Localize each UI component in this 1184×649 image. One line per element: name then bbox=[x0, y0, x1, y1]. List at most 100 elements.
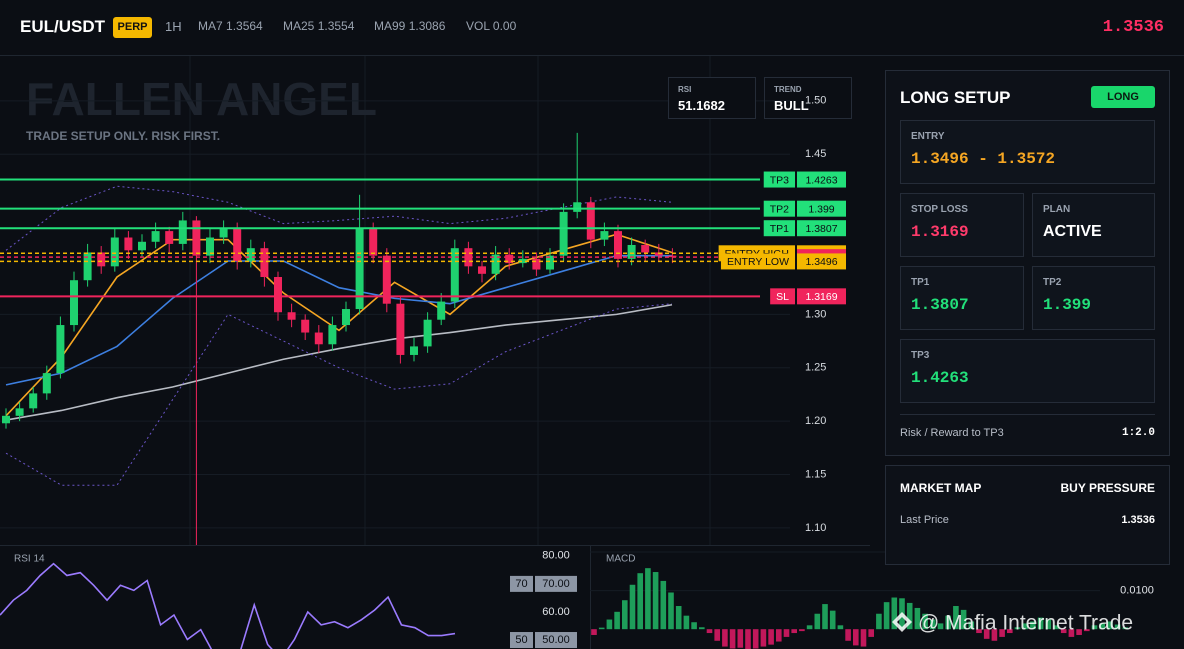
panel-title: LONG SETUP bbox=[900, 88, 1011, 107]
macd-bar bbox=[637, 573, 643, 630]
level-label: TP3 bbox=[770, 174, 789, 186]
macd-bar bbox=[675, 606, 682, 630]
card-value: 1.4263 bbox=[911, 369, 969, 387]
level-label: TP1 bbox=[770, 223, 789, 235]
candle-body bbox=[151, 231, 160, 242]
candle-body bbox=[287, 312, 296, 320]
macd-bar bbox=[853, 629, 859, 646]
stat-value: BULL bbox=[774, 98, 809, 113]
macd-bar bbox=[752, 629, 759, 649]
ma-name: MA7 bbox=[198, 19, 223, 33]
time-grid bbox=[189, 56, 711, 545]
candle-body bbox=[178, 220, 187, 244]
macd-bar bbox=[683, 615, 690, 630]
candle-body bbox=[301, 319, 310, 333]
macd-bar bbox=[1060, 629, 1067, 634]
level-label: ENTRY LOW bbox=[727, 256, 789, 268]
candle-body bbox=[2, 415, 10, 424]
timeframe[interactable]: 1H bbox=[165, 19, 182, 34]
level-value: 1.3496 bbox=[805, 256, 837, 268]
card-value: 1.3496 - 1.3572 bbox=[911, 150, 1056, 168]
y-tick-label: 60.00 bbox=[542, 606, 570, 618]
candle-body bbox=[355, 228, 364, 310]
candle-body bbox=[641, 244, 650, 253]
macd-bar bbox=[991, 629, 998, 641]
macd-bar bbox=[968, 621, 975, 630]
tick-highlight bbox=[535, 632, 577, 649]
card-label: ENTRY bbox=[911, 131, 945, 142]
stat-label: TREND bbox=[774, 85, 802, 94]
candle-body bbox=[573, 202, 582, 212]
macd-bar bbox=[1084, 629, 1090, 632]
map-title: MARKET MAP bbox=[900, 481, 982, 495]
macd-bar bbox=[691, 622, 697, 630]
macd-bar bbox=[791, 629, 797, 634]
candle-body bbox=[83, 252, 92, 281]
card-label: TP2 bbox=[1043, 277, 1062, 288]
y-tick-label: 1.30 bbox=[805, 308, 826, 320]
card-label: PLAN bbox=[1043, 204, 1071, 215]
level-label-box bbox=[763, 220, 795, 237]
rsi-line bbox=[0, 562, 456, 649]
macd-bar bbox=[845, 629, 851, 641]
rr-label: Risk / Reward to TP3 bbox=[900, 427, 1004, 439]
macd-bar bbox=[783, 629, 790, 637]
candle-body bbox=[70, 280, 78, 326]
watermark: @ Mafia Internet Trade bbox=[892, 612, 1133, 635]
macd-bar bbox=[714, 629, 720, 641]
market-map: MARKET MAP BUY PRESSURE Last Price 1.353… bbox=[885, 465, 1170, 565]
macd-bar bbox=[591, 629, 597, 635]
card-value: ACTIVE bbox=[1043, 223, 1102, 240]
macd-bar bbox=[906, 602, 913, 630]
candle-body bbox=[274, 277, 282, 313]
card-label: TP1 bbox=[911, 277, 930, 288]
level-label-box bbox=[763, 171, 795, 188]
candle-body bbox=[124, 237, 133, 251]
level-value: 1.4263 bbox=[805, 174, 837, 186]
macd-bar bbox=[1107, 621, 1113, 630]
macd-bar bbox=[776, 629, 782, 642]
ma-value: 1.3564 bbox=[226, 19, 263, 33]
candle-body bbox=[260, 248, 269, 278]
macd-bar bbox=[652, 572, 659, 630]
level-value-box bbox=[797, 200, 846, 217]
candle-body bbox=[450, 248, 459, 302]
candle-body bbox=[233, 228, 242, 261]
candle-body bbox=[396, 303, 405, 355]
macd-bar bbox=[1030, 621, 1036, 630]
watermark-title: FALLEN ANGEL bbox=[26, 73, 377, 125]
macd-bar bbox=[837, 625, 844, 630]
candle-body bbox=[369, 228, 378, 256]
y-tick-label: 1.50 bbox=[805, 95, 826, 107]
candle-body bbox=[546, 255, 554, 270]
price-pane bbox=[0, 100, 790, 545]
macd-bar bbox=[606, 619, 613, 630]
ma99-readout: MA99 1.3086 bbox=[374, 19, 445, 33]
pane-title: MACD bbox=[606, 554, 635, 565]
macd-bar bbox=[953, 606, 959, 630]
macd-bar bbox=[976, 629, 982, 634]
y-tick-label: 80.00 bbox=[542, 550, 570, 562]
macd-bar bbox=[960, 609, 967, 630]
y-tick-label: 70.00 bbox=[542, 578, 570, 590]
macd-bar bbox=[629, 584, 636, 630]
ma-name: MA99 bbox=[374, 19, 406, 33]
last-price: 1.3536 bbox=[1102, 18, 1164, 37]
level-value-box bbox=[797, 288, 846, 305]
card-value: 1.3169 bbox=[911, 223, 969, 241]
candle-body bbox=[627, 244, 636, 259]
macd-bar bbox=[1091, 625, 1098, 630]
candle-body bbox=[246, 248, 255, 261]
macd-bar bbox=[937, 623, 944, 630]
macd-bar bbox=[737, 629, 744, 648]
macd-bar bbox=[868, 629, 874, 637]
tp1-card: TP1 1.3807 bbox=[900, 266, 1024, 330]
pane-title: RSI 14 bbox=[14, 554, 45, 565]
rsi-stat: RSI 51.1682 bbox=[668, 77, 756, 119]
candle-body bbox=[491, 254, 500, 274]
level-label-box bbox=[763, 200, 795, 217]
macd-bar bbox=[829, 610, 836, 630]
candle-body bbox=[314, 332, 323, 345]
watermark-text: @ Mafia Internet Trade bbox=[918, 612, 1133, 635]
macd-bar bbox=[1007, 629, 1013, 634]
